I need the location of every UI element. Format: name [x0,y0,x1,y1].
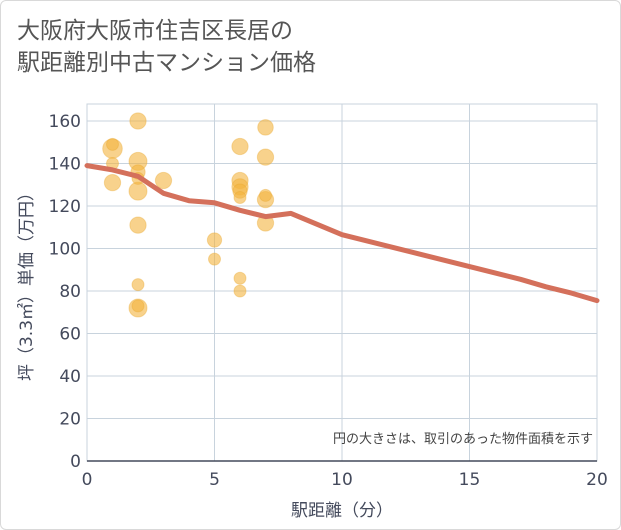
bubble-point [259,188,272,202]
bubble-point [256,148,275,166]
bubble-point [131,278,145,292]
y-tick-label: 60 [59,325,81,345]
bubble-point [233,191,247,204]
bubble-point [103,173,122,192]
trend-line [84,163,600,304]
y-tick-label: 120 [49,197,81,217]
y-axis-title: 坪（3.3㎡）単価（万円） [17,184,37,381]
y-tick-label: 0 [70,452,81,472]
x-tick-label: 5 [209,470,220,490]
chart-title: 大阪府大阪市住吉区長居の 駅距離別中古マンション価格 [17,15,316,79]
bubble-point [129,112,147,130]
bubble-point [257,119,274,136]
bubble-point [233,271,247,285]
x-tick-label: 10 [331,470,353,490]
chart-title-line-2: 駅距離別中古マンション価格 [17,50,316,76]
bubble-point [154,171,173,190]
axis-ticks: 0 20 40 60 80 100 120 140 160 0 5 10 15 20 [49,112,608,490]
bubble-point [206,232,223,248]
bubble-point [208,252,221,266]
y-tick-label: 80 [59,282,81,302]
y-tick-label: 20 [59,410,81,430]
y-tick-label: 140 [49,155,81,175]
y-tick-label: 160 [49,112,81,132]
y-tick-label: 40 [59,367,81,387]
x-tick-label: 0 [82,470,93,490]
bubble-point [131,299,145,313]
x-tick-label: 15 [459,470,481,490]
chart-title-line-1: 大阪府大阪市住吉区長居の [17,18,293,44]
bubble-point [231,137,249,156]
bubble-size-note: 円の大きさは、取引のあった物件面積を示す [333,432,593,447]
grid-lines [86,103,598,462]
bubble-point [233,284,247,298]
x-axis-title: 駅距離（分） [291,501,393,521]
bubble-point [129,216,147,234]
bubble-point [106,137,119,151]
y-tick-label: 100 [49,240,81,260]
bubble-series [102,112,275,318]
x-tick-label: 20 [586,470,608,490]
